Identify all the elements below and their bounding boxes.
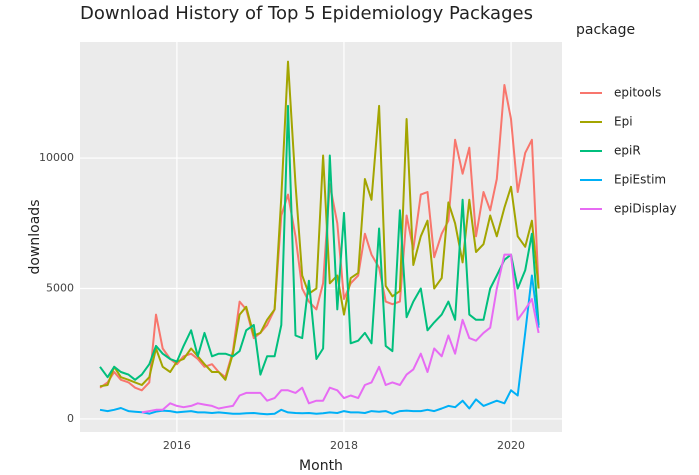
chart-title: Download History of Top 5 Epidemiology P…: [80, 3, 533, 24]
series-line: [99, 60, 540, 388]
lines: [99, 60, 540, 416]
legend: epitools Epi epiR EpiEstim epiDisplay: [580, 86, 677, 216]
x-tick-label: 2018: [330, 439, 358, 452]
y-tick-label: 10000: [39, 151, 74, 164]
plot-panel: [80, 42, 562, 432]
y-axis-title: downloads: [27, 200, 43, 275]
y-tick-label: 5000: [46, 282, 74, 295]
legend-label: epiDisplay: [614, 202, 677, 216]
x-tick-label: 2016: [163, 439, 191, 452]
legend-title: package: [576, 22, 635, 38]
legend-label: Epi: [614, 115, 633, 129]
y-tick-label: 0: [67, 412, 74, 425]
grid: [80, 42, 562, 432]
legend-label: epitools: [614, 86, 661, 100]
series-line: [99, 274, 540, 416]
series-line: [141, 253, 540, 414]
series-line: [99, 104, 540, 381]
series-line: [99, 84, 540, 392]
x-axis-title: Month: [299, 458, 343, 474]
x-tick-label: 2020: [497, 439, 525, 452]
legend-label: EpiEstim: [614, 173, 666, 187]
legend-label: epiR: [614, 144, 641, 158]
